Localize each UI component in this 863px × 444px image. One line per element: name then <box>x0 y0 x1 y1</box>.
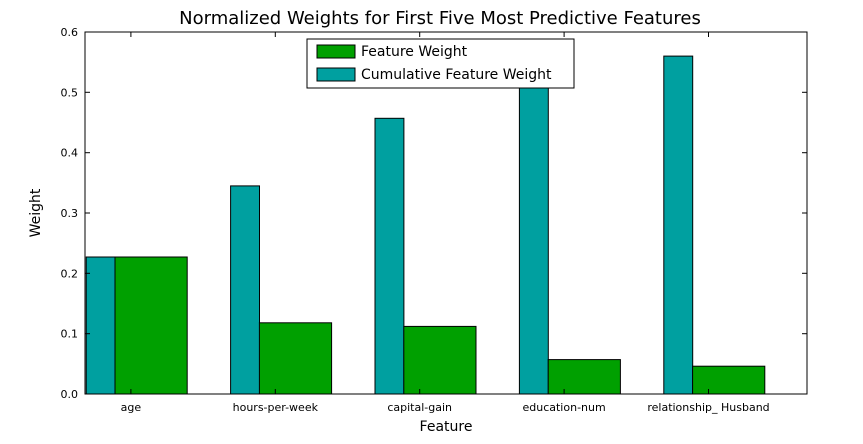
bar-cumulative-age <box>85 256 116 395</box>
x-tick-label-capital-gain: capital-gain <box>387 401 452 414</box>
plot-area-frame <box>84 31 808 395</box>
y-tick-label-0-6: 0.6 <box>61 26 79 39</box>
bar-feature-relationship-husband <box>692 365 766 395</box>
y-tick-label-0-3: 0.3 <box>61 207 79 220</box>
legend: Feature Weight Cumulative Feature Weight <box>306 38 575 89</box>
ticks-layer: age hours-per-week capital-gain education-n… <box>61 26 807 414</box>
bars-layer <box>85 55 766 395</box>
y-tick-label-0-2: 0.2 <box>61 267 79 280</box>
bar-cumulative-hours-per-week <box>230 185 261 395</box>
x-tick-label-education-num: education-num <box>522 401 605 414</box>
legend-swatch-feature-weight <box>316 44 356 59</box>
y-tick-label-0-0: 0.0 <box>61 388 79 401</box>
bar-cumulative-education-num <box>518 83 549 395</box>
bar-feature-capital-gain <box>403 325 477 395</box>
x-tick-label-relationship-husband: relationship_ Husband <box>647 401 769 414</box>
bar-feature-age <box>114 256 188 395</box>
y-tick-label-0-5: 0.5 <box>61 86 79 99</box>
bar-feature-education-num <box>547 359 621 395</box>
x-axis-label: Feature <box>420 419 473 435</box>
bar-feature-hours-per-week <box>258 322 333 395</box>
bar-cumulative-relationship-husband <box>663 55 694 395</box>
y-tick-label-0-4: 0.4 <box>61 147 79 160</box>
chart-title: Normalized Weights for First Five Most P… <box>179 8 701 29</box>
legend-swatch-cumulative-feature-weight <box>316 67 356 82</box>
legend-label-cumulative-feature-weight: Cumulative Feature Weight <box>361 67 552 83</box>
bar-cumulative-capital-gain <box>374 117 405 395</box>
y-tick-label-0-1: 0.1 <box>61 328 79 341</box>
legend-label-feature-weight: Feature Weight <box>361 44 468 60</box>
y-axis-label: Weight <box>28 188 44 237</box>
x-tick-label-hours-per-week: hours-per-week <box>233 401 319 414</box>
x-tick-label-age: age <box>121 401 142 414</box>
